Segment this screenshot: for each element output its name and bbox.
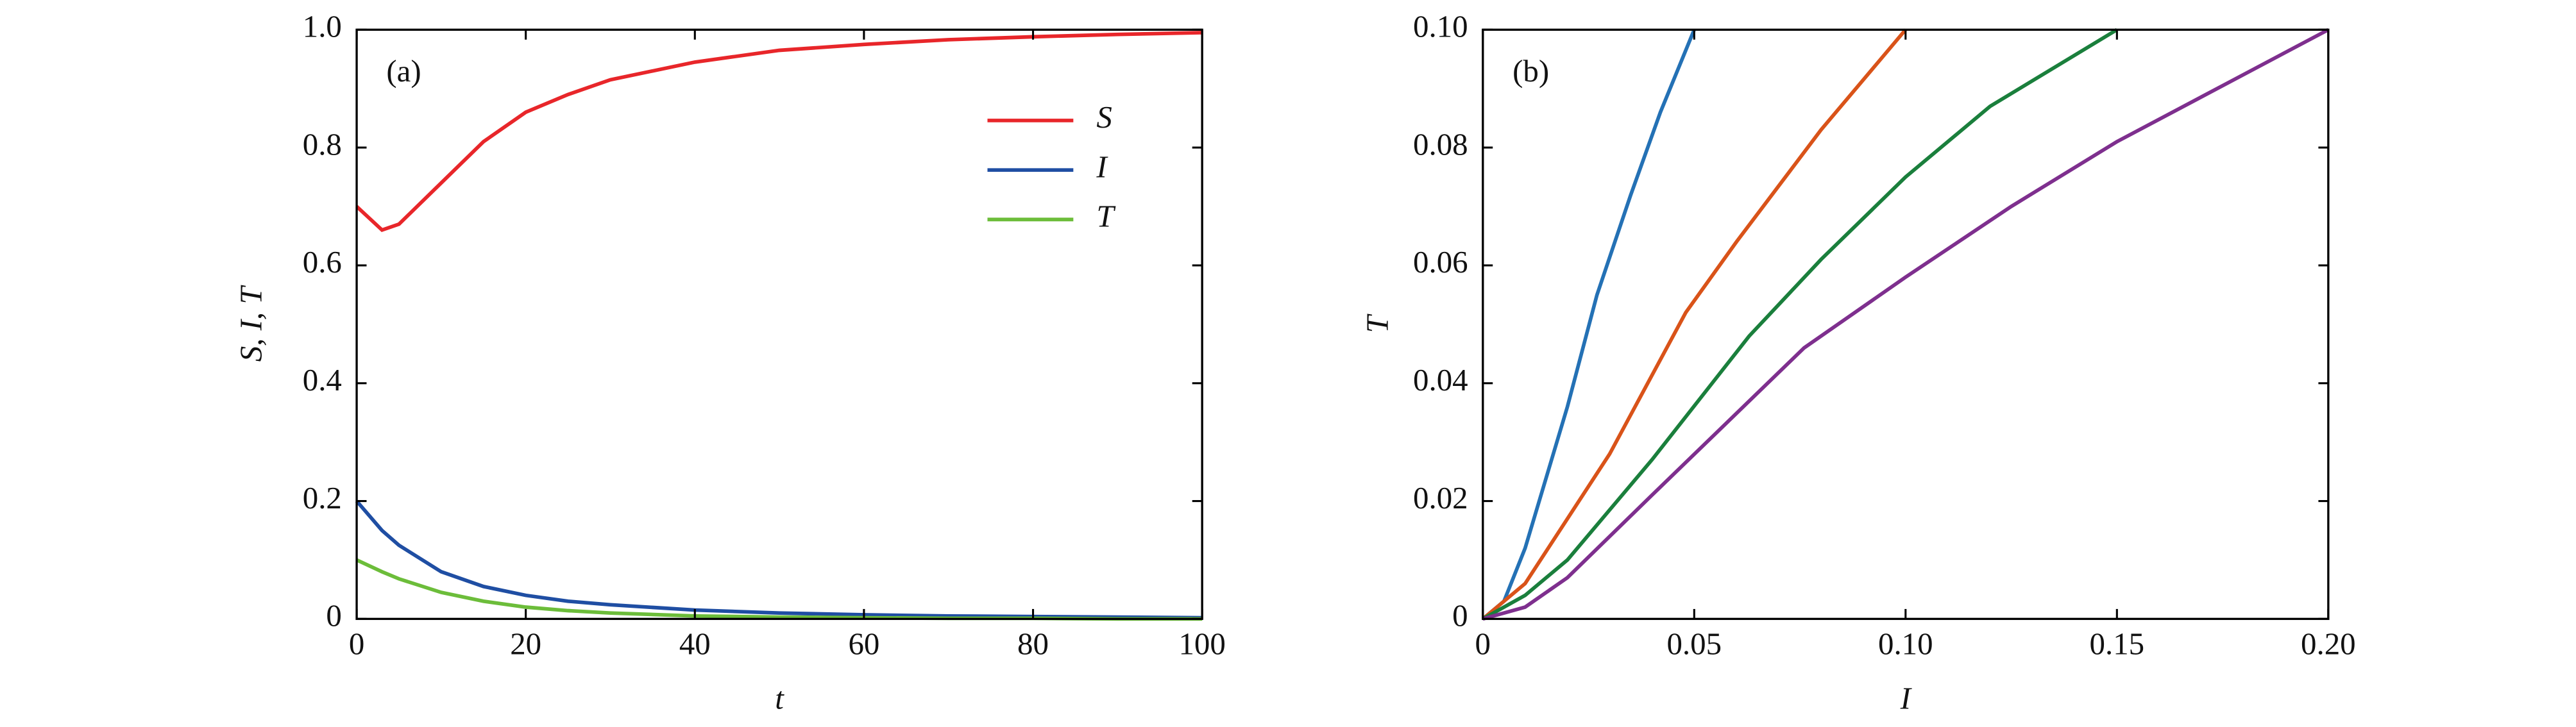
data-line [355, 558, 1203, 621]
y-axis-label: T [1359, 313, 1394, 333]
data-line [355, 31, 1203, 233]
x-tick-label: 60 [848, 626, 879, 661]
x-tick-label: 0.10 [1878, 626, 1933, 661]
y-tick-label: 0.6 [303, 244, 342, 280]
panel-annotation: (b) [1513, 53, 1549, 88]
y-tick-label: 0.4 [303, 362, 342, 397]
plot-frame [355, 28, 1203, 621]
x-tick-label: 40 [679, 626, 711, 661]
y-tick-label: 0.06 [1413, 244, 1468, 280]
x-tick-label: 80 [1017, 626, 1049, 661]
legend-label: S [1096, 99, 1112, 135]
x-tick-label: 100 [1178, 626, 1225, 661]
y-tick-label: 0 [326, 598, 341, 633]
data-line [1482, 28, 2118, 621]
x-tick-label: 0.05 [1666, 626, 1722, 661]
y-tick-label: 0.8 [303, 126, 342, 162]
x-tick-label: 0 [349, 626, 364, 661]
y-tick-label: 1.0 [303, 9, 342, 44]
x-tick-label: 0.15 [2090, 626, 2145, 661]
y-tick-label: 0.02 [1413, 480, 1468, 515]
y-tick-label: 0 [1452, 598, 1468, 633]
data-line [1482, 28, 2330, 621]
x-axis-label: t [775, 680, 784, 715]
data-line [355, 499, 1203, 620]
data-line [1481, 28, 1907, 621]
x-tick-label: 0 [1475, 626, 1491, 661]
y-tick-label: 0.2 [303, 480, 342, 515]
data-line [1481, 29, 1696, 621]
y-tick-label: 0.10 [1413, 9, 1468, 44]
legend-label: T [1096, 199, 1116, 234]
x-tick-label: 20 [510, 626, 541, 661]
panel-annotation: (a) [386, 53, 421, 88]
x-axis-label: I [1900, 680, 1913, 715]
x-tick-label: 0.20 [2301, 626, 2356, 661]
y-tick-label: 0.08 [1413, 126, 1468, 162]
y-axis-label: S, I, T [233, 285, 269, 362]
legend-label: I [1096, 149, 1108, 184]
y-tick-label: 0.04 [1413, 362, 1468, 397]
plot-frame [1482, 28, 2330, 621]
